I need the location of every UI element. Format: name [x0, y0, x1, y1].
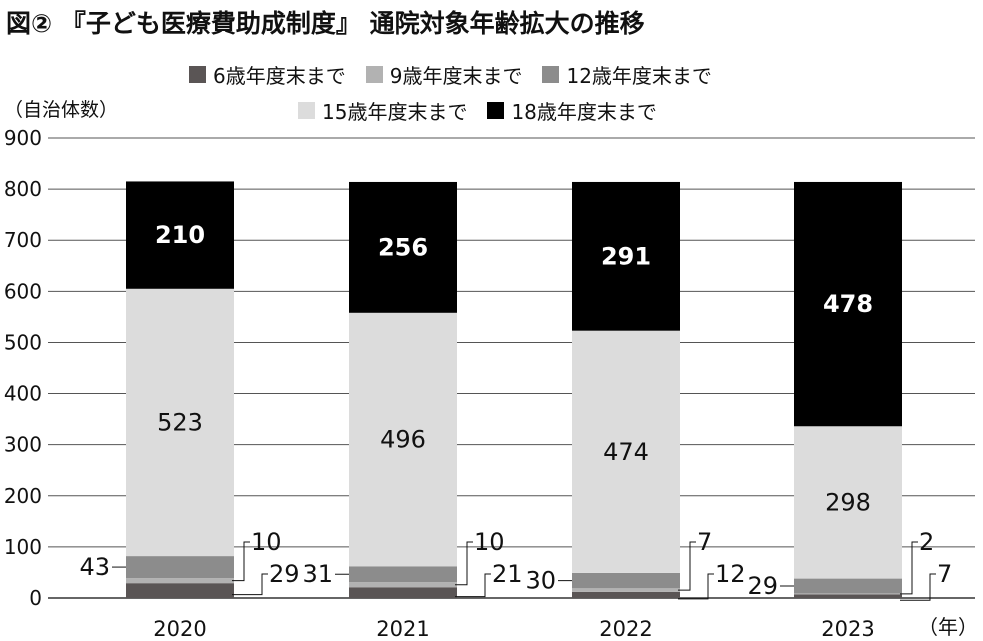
x-tick-label: 2022 — [599, 617, 652, 641]
bar-segment — [349, 312, 457, 567]
data-label: 291 — [601, 242, 651, 270]
y-tick-label: 500 — [4, 330, 42, 354]
legend-item: 15歳年度末まで — [298, 96, 467, 125]
bar-segment — [794, 426, 902, 579]
bar-segment — [794, 578, 902, 594]
chart-title: 図② 『子ども医療費助成制度』 通院対象年齢拡大の推移 — [6, 9, 645, 38]
x-tick-label: 2023 — [821, 617, 874, 641]
bar-segment — [794, 594, 902, 598]
y-tick-label: 600 — [4, 279, 42, 303]
legend-swatch — [487, 102, 505, 119]
data-label: 30 — [525, 567, 556, 595]
y-tick-label: 800 — [4, 177, 42, 201]
bar-segment — [349, 566, 457, 583]
legend-label: 6歳年度末まで — [213, 64, 346, 88]
data-label: 2 — [919, 528, 934, 556]
data-label: 43 — [79, 553, 110, 581]
legend-item: 18歳年度末まで — [487, 96, 657, 125]
legend-label: 15歳年度末まで — [322, 100, 468, 124]
y-axis-label: （自治体数） — [4, 99, 119, 121]
y-tick-label: 300 — [4, 433, 42, 457]
bar-segment — [572, 181, 680, 331]
y-tick-label: 700 — [4, 228, 42, 252]
bar-segment — [126, 181, 234, 289]
data-label: 31 — [302, 560, 333, 588]
bar-segment — [572, 572, 680, 589]
legend-swatch — [365, 66, 383, 83]
leader-line — [455, 541, 473, 586]
data-label: 256 — [378, 233, 428, 261]
legend-item: 12歳年度末まで — [542, 60, 712, 89]
data-label: 12 — [715, 560, 746, 588]
leader-line — [455, 573, 491, 598]
leader-line — [900, 573, 936, 601]
bar-segment — [349, 582, 457, 588]
data-label: 29 — [269, 560, 300, 588]
data-label: 210 — [155, 221, 205, 249]
x-tick-label: 2021 — [376, 617, 429, 641]
legend-item: 6歳年度末まで — [189, 60, 346, 89]
leader-line — [678, 573, 714, 600]
legend-swatch — [189, 66, 206, 83]
data-label: 298 — [825, 488, 871, 516]
bar-segment — [126, 583, 234, 598]
bar-segment — [349, 181, 457, 313]
data-label: 523 — [157, 408, 203, 436]
bar-segment — [572, 588, 680, 592]
legend-label: 18歳年度末まで — [511, 100, 657, 124]
legend-swatch — [542, 66, 560, 83]
data-label: 478 — [823, 290, 873, 318]
data-label: 7 — [937, 560, 952, 588]
bar-segment — [126, 288, 234, 557]
legend-item: 9歳年度末まで — [365, 60, 523, 89]
legend-row-2: 15歳年度末まで 18歳年度末まで — [298, 96, 677, 125]
legend-row-1: 6歳年度末まで 9歳年度末まで 12歳年度末まで — [189, 60, 732, 89]
x-axis-unit: （年） — [918, 615, 978, 639]
y-tick-label: 100 — [4, 535, 42, 559]
bar-segment — [572, 330, 680, 573]
data-label: 29 — [747, 572, 778, 600]
data-label: 474 — [603, 438, 649, 466]
bar-segment — [794, 181, 902, 427]
bar-segment — [349, 587, 457, 598]
leader-line — [232, 573, 268, 596]
y-tick-label: 0 — [29, 586, 42, 610]
legend-label: 12歳年度末まで — [566, 64, 712, 88]
x-tick-label: 2020 — [153, 617, 206, 641]
data-label: 7 — [697, 528, 712, 556]
bar-segment — [794, 593, 902, 595]
data-label: 21 — [492, 560, 523, 588]
leader-line — [900, 541, 918, 595]
y-tick-label: 400 — [4, 382, 42, 406]
y-tick-label: 900 — [4, 126, 42, 150]
bar-segment — [126, 556, 234, 579]
data-label: 10 — [251, 528, 282, 556]
bar-segment — [572, 591, 680, 598]
legend-swatch — [298, 102, 315, 119]
data-label: 10 — [474, 528, 505, 556]
y-tick-label: 200 — [4, 484, 42, 508]
leader-line — [678, 541, 696, 591]
leader-line — [232, 541, 250, 582]
bar-segment — [126, 578, 234, 584]
legend-label: 9歳年度末まで — [389, 64, 523, 88]
data-label: 496 — [380, 426, 426, 454]
